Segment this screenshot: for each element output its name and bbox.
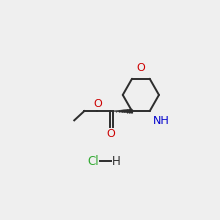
- Polygon shape: [111, 109, 132, 113]
- Text: H: H: [112, 155, 121, 168]
- Text: O: O: [136, 63, 145, 73]
- Text: Cl: Cl: [87, 155, 99, 168]
- Text: NH: NH: [153, 116, 170, 126]
- Text: O: O: [93, 99, 102, 109]
- Text: O: O: [107, 129, 116, 139]
